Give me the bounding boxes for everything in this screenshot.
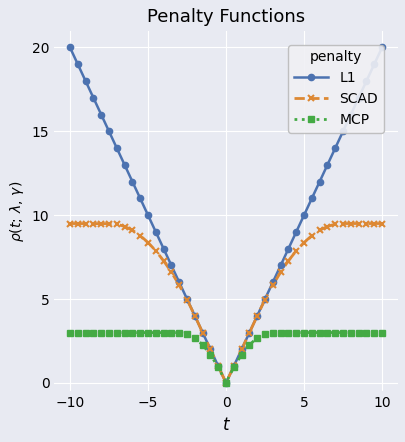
- Y-axis label: $\rho(t;\,\lambda,\,\gamma)$: $\rho(t;\,\lambda,\,\gamma)$: [9, 180, 26, 242]
- X-axis label: $t$: $t$: [221, 415, 230, 434]
- Title: Penalty Functions: Penalty Functions: [147, 8, 304, 27]
- Legend: L1, SCAD, MCP: L1, SCAD, MCP: [288, 45, 383, 133]
